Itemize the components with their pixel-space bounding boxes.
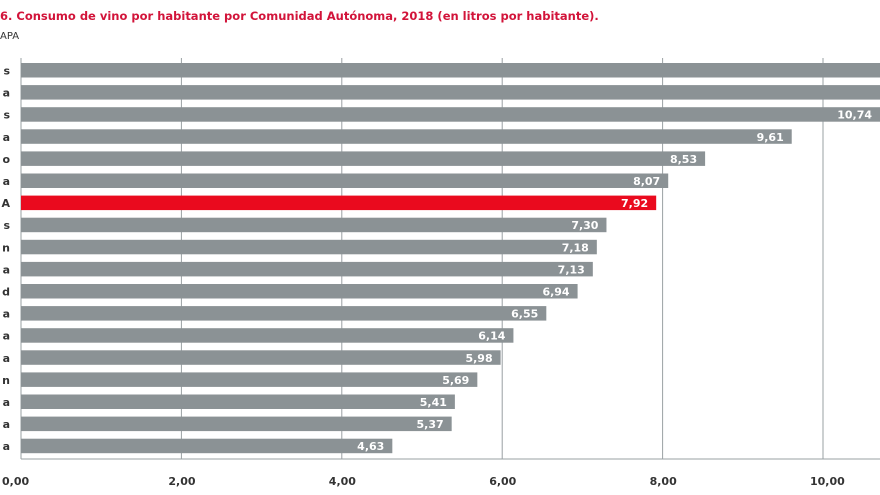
value-label: 6,55 [511,308,538,321]
category-label: n [2,374,10,387]
chart-source: APA [0,31,20,42]
category-label: a [3,440,10,453]
x-tick-label: 4,00 [329,475,356,488]
bar [21,151,706,166]
category-label: a [3,263,10,276]
x-tick-label: 6,00 [489,475,516,488]
value-label: 7,18 [562,241,589,254]
category-label: n [2,241,10,254]
bar [21,328,514,343]
bar [21,394,455,409]
x-axis-ticks: 0,00 2,00 4,00 6,00 8,00 10,00 [2,475,845,488]
value-label: 6,94 [542,286,569,299]
bar [21,173,669,188]
gridlines [20,58,880,460]
category-label: d [2,286,10,299]
category-label: a [3,87,10,100]
bar [21,306,547,321]
x-tick-label: 2,00 [168,475,195,488]
value-label: 10,74 [837,109,872,122]
x-tick-label: 8,00 [650,475,677,488]
category-label: s [3,109,10,122]
bar [21,107,880,122]
bar [21,217,607,233]
bar [21,350,501,365]
value-label: 7,13 [558,263,585,276]
value-label: 6,14 [478,330,505,343]
value-label: 7,30 [571,219,598,232]
category-label: s [3,65,10,78]
value-label: 7,92 [621,197,648,210]
bars [21,63,880,454]
category-label: a [3,131,10,144]
bar [21,372,478,387]
bar [21,85,880,100]
bar [21,195,657,211]
chart-title: 6. Consumo de vino por habitante por Com… [0,9,599,23]
category-label: a [3,308,10,321]
category-label: a [3,175,10,188]
bar [21,438,393,454]
value-label: 8,07 [633,175,660,188]
value-label: 5,37 [417,418,444,431]
value-label: 5,41 [420,396,447,409]
x-tick-label: 10,00 [810,475,845,488]
bar [21,416,452,432]
value-label: 4,63 [357,440,384,453]
bar [21,129,792,144]
category-label: s [3,219,10,232]
bar [21,63,880,78]
value-labels: 10,74 9,61 8,53 8,07 7,92 7,30 7,18 7,13 6,94 6,5… [357,109,872,454]
value-label: 5,69 [442,374,469,387]
bar [21,284,578,299]
category-label: a [3,352,10,365]
value-label: 9,61 [757,131,784,144]
category-label: o [2,153,10,166]
value-label: 5,98 [465,352,492,365]
category-label: A [1,197,10,210]
bar [21,261,593,277]
x-tick-label: 0,00 [2,475,29,488]
category-label: a [3,396,10,409]
category-label: a [3,418,10,431]
bar [21,239,597,255]
value-label: 8,53 [670,153,697,166]
category-label: a [3,330,10,343]
